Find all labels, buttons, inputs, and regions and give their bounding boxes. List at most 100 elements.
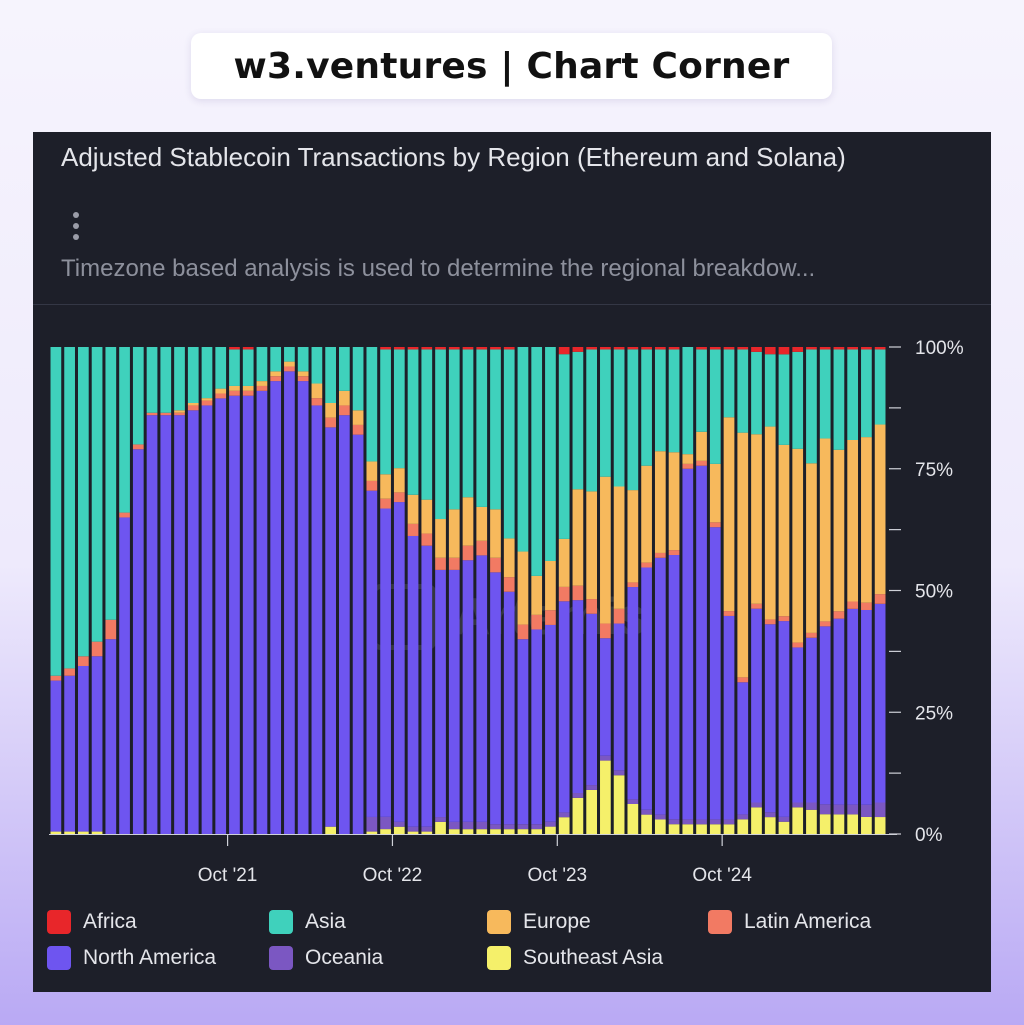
legend-item-north-america[interactable]: North America — [47, 946, 216, 970]
bar-segment-asia — [723, 349, 735, 418]
bar-segment-latin-america — [160, 412, 172, 416]
bar-segment-north-america — [641, 567, 652, 810]
bar-segment-north-america — [709, 527, 721, 820]
bar-segment-north-america — [352, 434, 364, 834]
bar-segment-southeast-asia — [737, 819, 749, 834]
bar-segment-latin-america — [586, 599, 597, 614]
bar-segment-asia — [146, 347, 158, 413]
bar-segment-europe — [531, 575, 543, 615]
bar-segment-oceania — [558, 812, 570, 818]
bar-segment-europe — [586, 491, 597, 600]
kebab-menu-icon[interactable] — [71, 212, 81, 246]
bar-segment-oceania — [421, 826, 433, 832]
bar-segment-north-america — [64, 675, 75, 832]
y-tick-label: 50% — [915, 582, 953, 603]
bar-segment-asia — [682, 347, 694, 455]
bar-segment-europe — [861, 437, 872, 603]
bar-segment-asia — [572, 351, 584, 490]
bar-segment-southeast-asia — [806, 809, 817, 834]
bar-segment-asia — [751, 351, 762, 435]
bar-segment-asia — [366, 347, 378, 462]
bar-segment-africa — [847, 347, 859, 350]
bar-segment-latin-america — [806, 632, 817, 638]
bar-segment-latin-america — [874, 594, 886, 604]
bar-segment-asia — [201, 347, 213, 399]
legend-item-southeast-asia[interactable]: Southeast Asia — [487, 946, 663, 970]
bar-segment-europe — [380, 474, 391, 499]
bar-segment-europe — [764, 426, 776, 620]
bar-segment-europe — [187, 403, 199, 406]
bar-segment-oceania — [654, 814, 666, 820]
bar-segment-oceania — [806, 802, 817, 810]
bar-segment-latin-america — [709, 522, 721, 528]
legend-label: Southeast Asia — [523, 946, 664, 969]
bar-segment-europe — [874, 424, 886, 595]
bar-segment-asia — [874, 349, 886, 425]
bar-segment-asia — [558, 354, 570, 539]
bar-segment-southeast-asia — [641, 814, 652, 834]
brand-title: w3.ventures | Chart Corner — [233, 45, 790, 87]
bar-segment-latin-america — [682, 463, 694, 469]
bar-segment-latin-america — [819, 621, 831, 627]
bar-segment-asia — [393, 349, 405, 469]
bar-segment-africa — [668, 347, 680, 350]
bar-segment-oceania — [366, 816, 378, 832]
bar-segment-southeast-asia — [380, 829, 391, 834]
bar-segment-oceania — [833, 804, 845, 815]
bar-segment-europe — [393, 468, 405, 493]
bar-segment-southeast-asia — [517, 829, 529, 834]
bar-segment-asia — [256, 347, 268, 382]
bar-segment-asia — [462, 349, 474, 498]
bar-segment-north-america — [407, 535, 419, 827]
bar-segment-north-america — [476, 555, 488, 822]
bar-segment-north-america — [270, 381, 282, 834]
bar-segment-north-america — [77, 665, 89, 832]
bar-segment-southeast-asia — [778, 821, 790, 834]
bar-segment-latin-america — [764, 619, 776, 625]
bar-segment-southeast-asia — [572, 797, 584, 834]
bar-segment-latin-america — [339, 405, 350, 416]
bar-segment-southeast-asia — [833, 814, 845, 834]
header-divider — [33, 304, 991, 305]
legend-item-oceania[interactable]: Oceania — [269, 946, 383, 970]
legend-item-africa[interactable]: Africa — [47, 910, 137, 934]
bar-segment-latin-america — [297, 376, 309, 382]
bar-segment-asia — [242, 349, 254, 386]
legend-item-latin-america[interactable]: Latin America — [708, 910, 871, 934]
bar-segment-southeast-asia — [861, 816, 872, 834]
bar-segment-latin-america — [435, 557, 446, 570]
bar-segment-southeast-asia — [77, 831, 89, 834]
bar-segment-europe — [174, 410, 185, 413]
bar-segment-europe — [201, 398, 213, 401]
bar-segment-oceania — [778, 816, 790, 822]
bar-segment-latin-america — [668, 550, 680, 556]
bar-segment-africa — [476, 347, 488, 350]
bar-segment-asia — [764, 354, 776, 427]
bar-segment-latin-america — [572, 585, 584, 601]
bar-segment-europe — [270, 371, 282, 377]
bar-segment-north-america — [517, 639, 529, 825]
y-tick-label: 75% — [915, 460, 953, 481]
legend-item-asia[interactable]: Asia — [269, 910, 346, 934]
bar-segment-north-america — [201, 405, 213, 834]
bar-segment-europe — [284, 361, 295, 367]
bar-segment-latin-america — [723, 611, 735, 616]
bar-segment-europe — [311, 383, 323, 399]
bar-segment-latin-america — [751, 603, 762, 609]
bar-segment-africa — [600, 347, 611, 350]
bar-segment-southeast-asia — [476, 829, 488, 834]
bar-segment-oceania — [586, 785, 597, 790]
bar-segment-asia — [407, 349, 419, 495]
legend-label: Asia — [305, 910, 346, 933]
bar-segment-southeast-asia — [545, 826, 556, 834]
bar-segment-north-america — [503, 591, 515, 825]
bar-segment-north-america — [50, 680, 62, 832]
bar-segment-southeast-asia — [50, 831, 62, 834]
bar-segment-europe — [613, 486, 625, 609]
bar-segment-latin-america — [545, 610, 556, 625]
bar-segment-latin-america — [174, 412, 185, 416]
bar-segment-latin-america — [380, 498, 391, 509]
bar-segment-north-america — [819, 626, 831, 805]
legend-item-europe[interactable]: Europe — [487, 910, 591, 934]
bar-segment-africa — [586, 347, 597, 350]
